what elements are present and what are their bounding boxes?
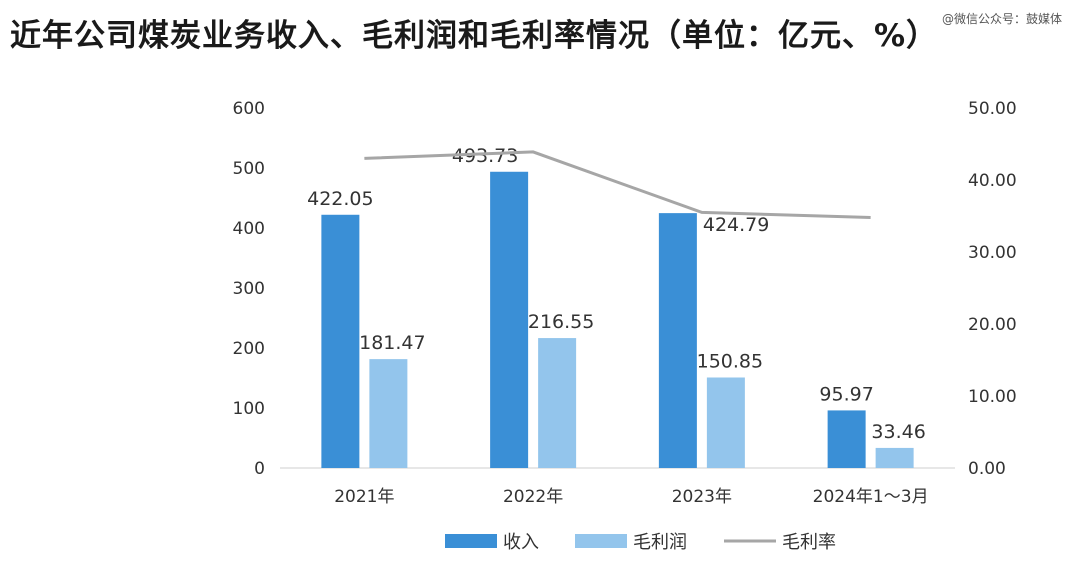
gross-margin-line [364,150,871,219]
bar-revenue [321,214,360,468]
x-category-label: 2022年 [503,487,563,507]
y-left-tick-label: 500 [233,159,265,179]
chart-title: 近年公司煤炭业务收入、毛利润和毛利率情况（单位：亿元、%） [10,18,939,54]
y-left-tick-label: 300 [233,279,265,299]
y-left-tick-label: 0 [254,459,265,479]
bar-gross-profit [706,377,745,468]
bar-revenue [658,213,697,468]
bar-revenue [827,410,866,468]
y-right-tick-label: 40.00 [968,171,1017,191]
data-label-gross-profit: 181.47 [359,332,425,354]
data-label-gross-profit: 150.85 [697,350,763,372]
data-label-revenue: 493.73 [452,145,518,167]
data-label-revenue: 95.97 [819,383,873,405]
y-right-tick-label: 50.00 [968,99,1017,119]
legend-label: 毛利率 [782,532,836,553]
y-left-tick-label: 100 [233,399,265,419]
legend-label: 毛利润 [633,532,687,553]
legend-label: 收入 [503,532,539,553]
x-category-label: 2023年 [672,487,732,507]
data-label-revenue: 424.79 [703,214,769,236]
bar-revenue [490,171,529,468]
legend-swatch-gross-profit [575,534,627,548]
data-label-revenue: 422.05 [307,188,373,210]
y-left-tick-label: 400 [233,219,265,239]
bar-gross-profit [875,447,914,468]
bar-gross-profit [538,338,577,468]
data-label-gross-profit: 216.55 [528,311,594,333]
y-right-tick-label: 0.00 [968,459,1006,479]
y-left-tick-label: 200 [233,339,265,359]
y-right-tick-label: 30.00 [968,243,1017,263]
x-category-label: 2021年 [334,487,394,507]
x-category-label: 2024年1～3月 [813,487,929,507]
data-label-gross-profit: 33.46 [871,421,925,443]
legend-swatch-revenue [445,534,497,548]
bar-gross-profit [369,359,408,468]
y-left-tick-label: 600 [233,99,265,119]
watermark: @微信公众号：鼓媒体 [941,12,1062,26]
y-right-tick-label: 20.00 [968,315,1017,335]
y-right-tick-label: 10.00 [968,387,1017,407]
